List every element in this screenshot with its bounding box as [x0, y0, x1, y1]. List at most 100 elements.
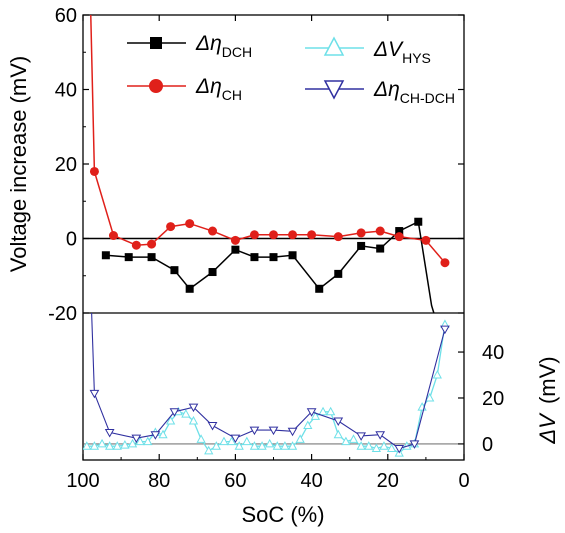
- point-ch: [131, 240, 141, 250]
- svg-text:ΔηDCH: ΔηDCH: [195, 32, 252, 60]
- top-y-axis: -20 0 20 40 60: [48, 5, 464, 325]
- bottom-y-axis-label-symbol: ΔV: [535, 412, 560, 445]
- point-chdch: [150, 431, 161, 440]
- bottom-y-tick-label: 20: [482, 388, 504, 410]
- point-chdch: [394, 445, 405, 454]
- svg-text:ΔηCH: ΔηCH: [195, 75, 242, 103]
- point-ch: [288, 230, 298, 240]
- point-hys: [188, 415, 199, 425]
- bottom-series: [83, 313, 450, 457]
- point-chdch: [409, 440, 420, 449]
- point-dch: [269, 253, 278, 262]
- point-hys: [204, 445, 214, 455]
- point-dch: [395, 227, 404, 236]
- point-ch: [394, 232, 404, 242]
- point-chdch: [249, 426, 260, 436]
- legend-marker-triangle-up: [323, 36, 345, 56]
- point-chdch: [169, 408, 180, 417]
- point-hys: [105, 441, 115, 450]
- point-hys: [211, 441, 221, 450]
- x-tick-label: 40: [300, 470, 322, 492]
- series-line-hys: [86, 324, 446, 454]
- legend-label-ch: Δη: [195, 75, 222, 98]
- point-dch: [208, 268, 217, 277]
- x-axis: 100 80 60 40 20 0: [66, 15, 470, 492]
- point-hys: [326, 406, 336, 416]
- point-dch: [376, 244, 385, 253]
- legend-sub-chdch: CH-DCH: [400, 90, 455, 106]
- point-hys: [371, 443, 382, 453]
- legend-sub-hys: HYS: [402, 50, 431, 66]
- point-dch: [147, 253, 156, 262]
- point-chdch: [131, 434, 142, 444]
- bottom-y-axis-label-unit: (mV): [535, 356, 560, 404]
- point-dch: [185, 284, 194, 293]
- point-dch: [288, 251, 297, 260]
- point-ch: [147, 239, 157, 249]
- point-dch: [101, 251, 110, 260]
- point-hys: [272, 441, 282, 450]
- point-hys: [242, 436, 252, 446]
- point-ch: [249, 230, 259, 240]
- x-tick-label: 80: [148, 470, 170, 492]
- point-chdch: [188, 403, 199, 413]
- point-ch: [356, 228, 366, 238]
- point-hys: [364, 441, 374, 450]
- point-hys: [97, 438, 107, 448]
- point-hys: [219, 436, 229, 446]
- legend-marker-triangle-down: [323, 80, 345, 100]
- point-hys: [112, 441, 122, 450]
- legend-marker-circle: [149, 79, 163, 93]
- legend-label-hys: ΔV: [373, 38, 404, 61]
- legend: ΔηDCH ΔηCH ΔVHYS ΔηCH-DCH: [127, 32, 455, 106]
- point-chdch: [356, 432, 366, 441]
- point-dch: [414, 217, 423, 226]
- point-hys: [356, 441, 366, 450]
- point-ch: [269, 230, 278, 240]
- point-hys: [280, 441, 290, 450]
- point-hys: [196, 434, 206, 443]
- point-ch: [421, 235, 431, 245]
- legend-label-chdch: Δη: [373, 78, 400, 101]
- point-ch: [333, 232, 343, 242]
- point-hys: [127, 438, 138, 448]
- point-chdch: [230, 434, 241, 444]
- point-chdch: [440, 325, 450, 335]
- point-hys: [135, 436, 145, 446]
- point-dch: [170, 266, 179, 275]
- point-dch: [124, 253, 133, 262]
- point-ch: [307, 230, 317, 240]
- point-hys: [287, 441, 298, 450]
- point-hys: [333, 429, 343, 439]
- legend-sub-dch: DCH: [222, 44, 252, 60]
- legend-sub-ch: CH: [222, 87, 242, 103]
- point-hys: [158, 429, 168, 439]
- top-y-tick-label: 0: [66, 229, 77, 251]
- point-hys: [181, 409, 191, 418]
- point-hys: [295, 434, 305, 443]
- point-ch: [108, 231, 118, 241]
- point-chdch: [333, 417, 344, 426]
- point-hys: [425, 392, 435, 402]
- point-chdch: [287, 427, 298, 437]
- top-y-tick-label: 20: [55, 154, 77, 176]
- point-hys: [234, 441, 244, 450]
- point-chdch: [104, 428, 115, 438]
- x-tick-label: 20: [377, 470, 399, 492]
- point-hys: [341, 436, 351, 446]
- svg-text:ΔVHYS: ΔVHYS: [373, 38, 431, 66]
- top-series: [89, 15, 450, 313]
- top-y-axis-label: Voltage increase (mV): [6, 56, 31, 272]
- point-ch: [166, 222, 176, 232]
- bottom-y-axis-label: ΔV (mV): [535, 356, 560, 444]
- svg-text:ΔV (mV): ΔV (mV): [535, 356, 560, 444]
- point-chdch: [268, 426, 279, 436]
- point-ch: [375, 226, 385, 236]
- svg-text:ΔηCH-DCH: ΔηCH-DCH: [373, 78, 455, 106]
- legend-entry-ch: ΔηCH: [127, 75, 242, 103]
- point-chdch: [306, 408, 317, 417]
- point-chdch: [375, 431, 386, 440]
- point-ch: [230, 235, 240, 245]
- point-ch: [89, 166, 99, 176]
- point-dch: [231, 245, 240, 254]
